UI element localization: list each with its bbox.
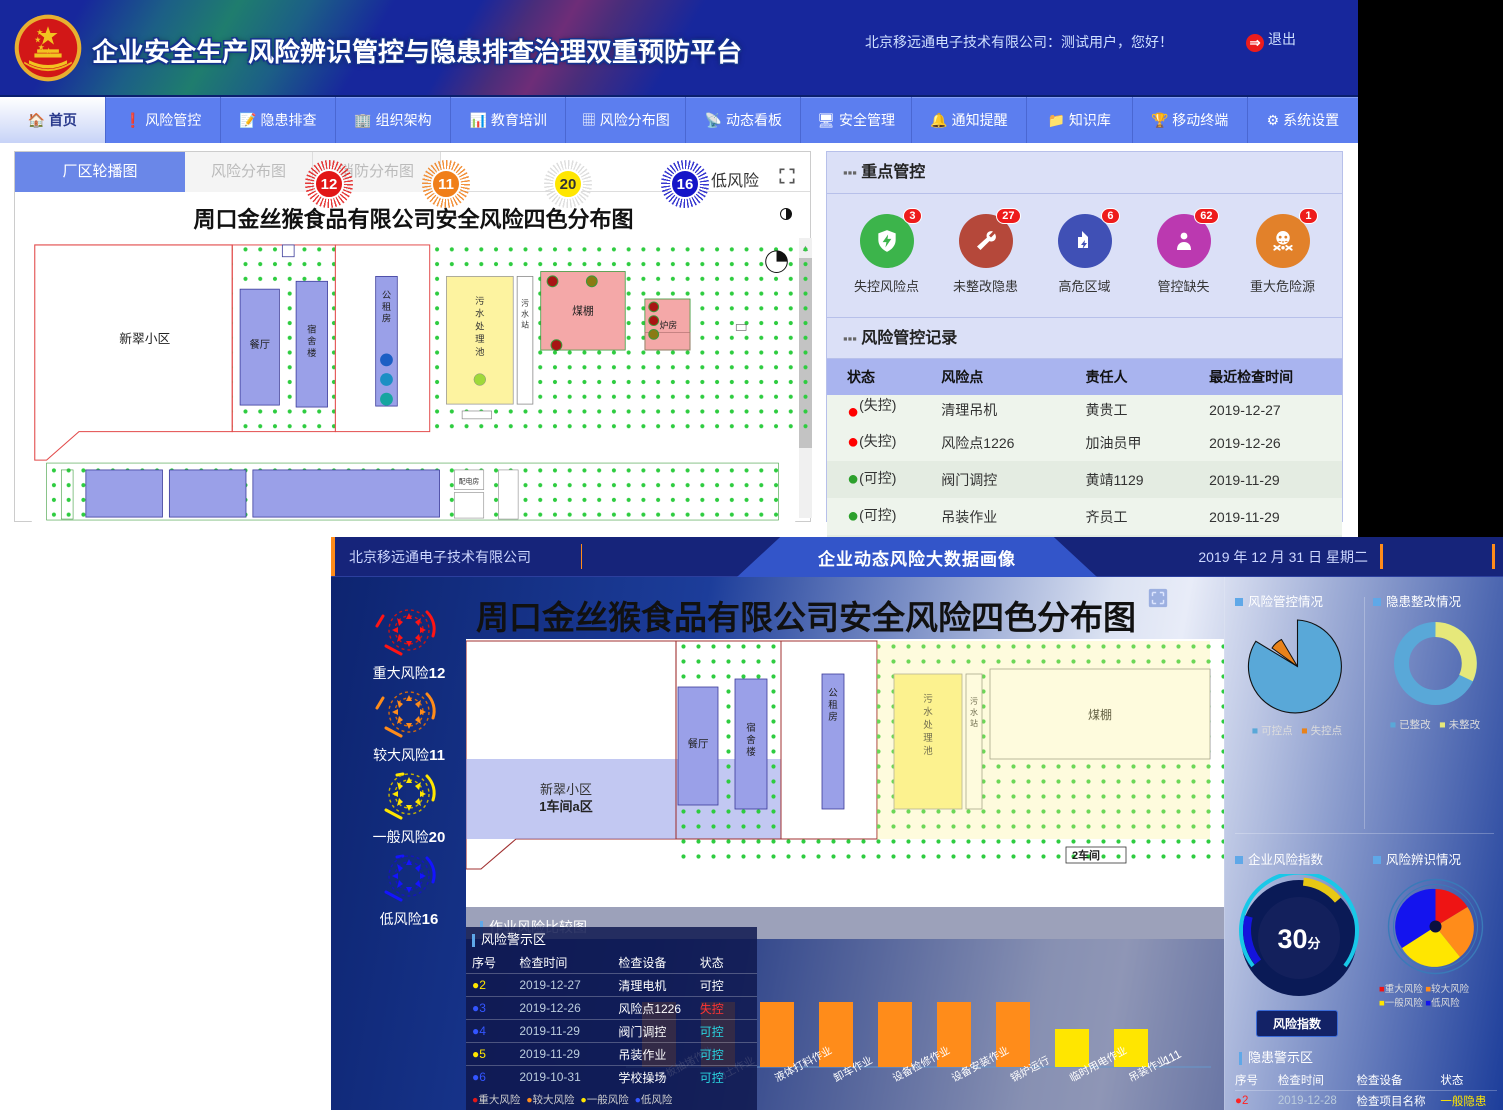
svg-text:水: 水 bbox=[475, 308, 485, 319]
svg-text:公: 公 bbox=[382, 290, 391, 300]
svg-text:污: 污 bbox=[475, 295, 484, 306]
svg-text:房: 房 bbox=[382, 313, 391, 324]
svg-text:租: 租 bbox=[828, 699, 838, 711]
svg-text:餐厅: 餐厅 bbox=[688, 737, 709, 750]
svg-text:水: 水 bbox=[521, 309, 529, 319]
svg-text:舍: 舍 bbox=[746, 734, 756, 746]
svg-text:污: 污 bbox=[521, 298, 529, 308]
svg-text:新翠小区: 新翠小区 bbox=[540, 782, 592, 797]
svg-text:租: 租 bbox=[382, 301, 391, 312]
svg-text:处: 处 bbox=[475, 320, 484, 331]
svg-text:楼: 楼 bbox=[746, 746, 756, 758]
svg-text:公: 公 bbox=[828, 688, 838, 699]
svg-text:理: 理 bbox=[475, 334, 484, 344]
svg-text:1车间a区: 1车间a区 bbox=[539, 799, 592, 814]
svg-text:池: 池 bbox=[475, 346, 484, 357]
svg-text:新翠小区: 新翠小区 bbox=[119, 331, 170, 346]
svg-text:舍: 舍 bbox=[307, 335, 316, 346]
svg-text:房: 房 bbox=[828, 711, 838, 723]
svg-text:配电房: 配电房 bbox=[459, 477, 480, 486]
svg-text:站: 站 bbox=[521, 319, 529, 329]
svg-text:煤棚: 煤棚 bbox=[572, 304, 594, 318]
svg-text:炉房: 炉房 bbox=[660, 319, 678, 330]
svg-text:2车间: 2车间 bbox=[1072, 848, 1100, 862]
svg-text:餐厅: 餐厅 bbox=[249, 338, 270, 351]
svg-text:宿: 宿 bbox=[746, 722, 756, 734]
svg-text:楼: 楼 bbox=[307, 347, 316, 358]
svg-text:宿: 宿 bbox=[307, 323, 316, 334]
